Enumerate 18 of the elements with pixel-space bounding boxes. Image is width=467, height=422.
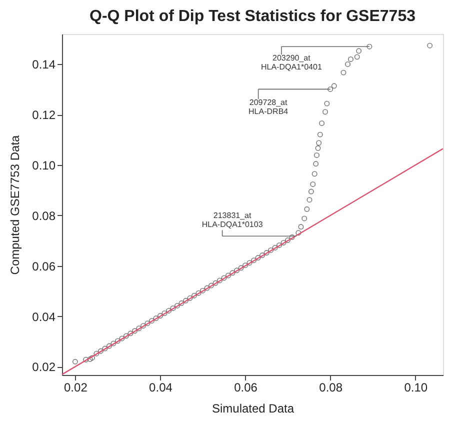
annotation: 209728_at HLA-DRB4 bbox=[248, 98, 289, 116]
y-tick-label: 0.02 bbox=[32, 360, 56, 374]
x-tick-label: 0.06 bbox=[234, 380, 258, 394]
y-tick-label: 0.04 bbox=[32, 310, 56, 324]
y-tick-label: 0.08 bbox=[32, 208, 56, 223]
annotation: 203290_at HLA-DQA1*0401 bbox=[260, 54, 322, 72]
x-tick-label: 0.04 bbox=[149, 380, 173, 394]
y-tick-label: 0.12 bbox=[32, 108, 56, 122]
annotation: 213831_at HLA-DQA1*0103 bbox=[202, 211, 264, 230]
x-tick-label: 0.02 bbox=[64, 380, 88, 394]
y-tick-label: 0.14 bbox=[32, 58, 56, 72]
x-tick-label: 0.10 bbox=[404, 380, 428, 394]
y-tick-label: 0.10 bbox=[32, 158, 56, 173]
x-tick-label: 0.08 bbox=[319, 380, 343, 394]
x-axis-title: Simulated Data bbox=[212, 402, 294, 416]
y-tick-label: 0.06 bbox=[32, 259, 56, 274]
y-axis-title: Computed GSE7753 Data bbox=[8, 134, 22, 275]
chart-title: Q-Q Plot of Dip Test Statistics for GSE7753 bbox=[90, 8, 416, 25]
